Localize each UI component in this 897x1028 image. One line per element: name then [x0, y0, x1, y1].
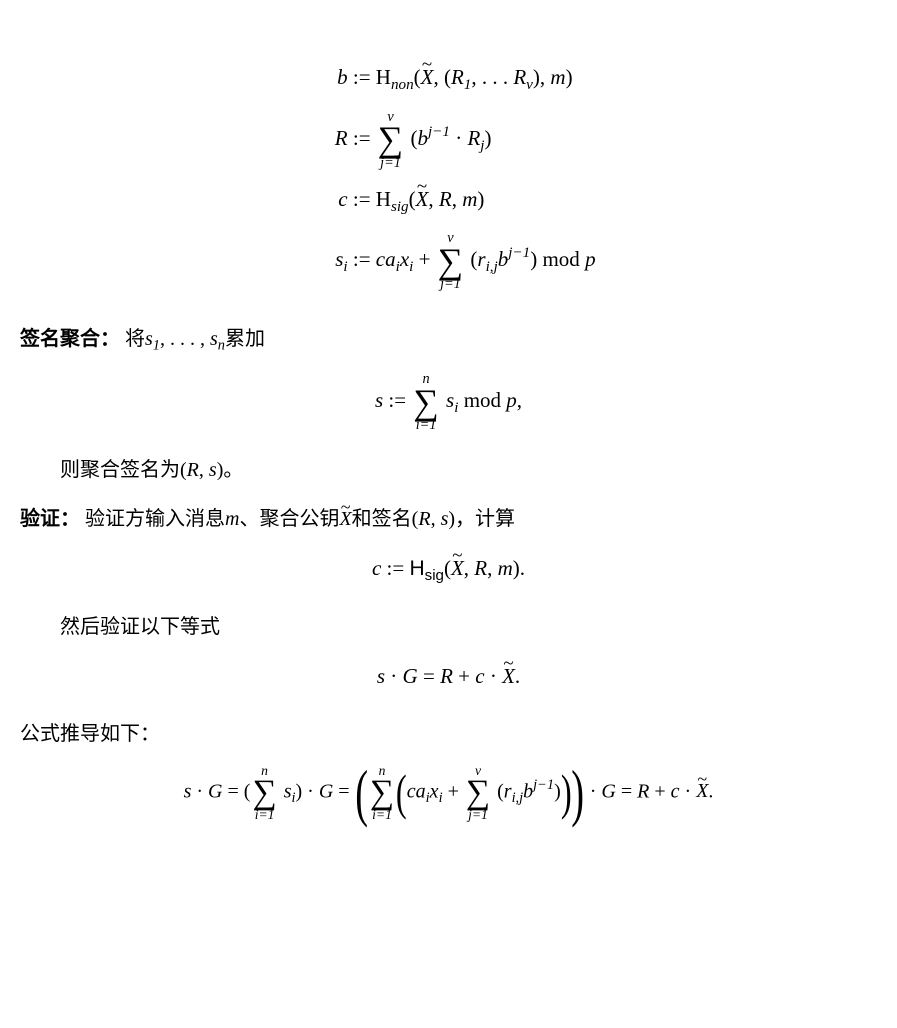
eq-si-def: si := caixi + v∑j=1 (ri,jbj−1) mod p [301, 231, 595, 291]
text: )，计算 [448, 508, 515, 530]
label-verification: 验证： [20, 508, 80, 530]
equation-verify: s · G = R + c · X. [20, 657, 877, 697]
eq-b-def: b := Hnon(X, (R1, . . . Rv), m) [301, 58, 595, 100]
para-derivation: 公式推导如下： [20, 717, 877, 746]
text: 、聚合公钥 [239, 508, 339, 530]
text: 将 [120, 328, 145, 350]
para-verify-then: 然后验证以下等式 [20, 610, 877, 639]
text: )。 [217, 459, 244, 481]
para-verification: 验证： 验证方输入消息m、聚合公钥X和签名(R, s)，计算 [20, 502, 877, 531]
para-agg-result: 则聚合签名为(R, s)。 [20, 453, 877, 482]
equation-block-1: b := Hnon(X, (R1, . . . Rv), m) R := v∑j… [20, 48, 877, 302]
text: 公式推导如下： [20, 723, 160, 745]
label-aggregation: 签名聚合： [20, 328, 120, 350]
equation-derivation: s · G = (n∑i=1 si) · G = (n∑i=1(caixi + … [20, 764, 877, 822]
text: := H [353, 65, 391, 89]
text: 然后验证以下等式 [60, 616, 220, 638]
text: 累加 [225, 328, 265, 350]
eq-R-def: R := v∑j=1 (bj−1 · Rj) [301, 110, 595, 170]
align-group: b := Hnon(X, (R1, . . . Rv), m) R := v∑j… [301, 48, 595, 302]
text: 和签名( [352, 508, 419, 530]
equation-s-sum: s := n∑i=1 si mod p, [20, 372, 877, 432]
text: 则聚合签名为( [60, 459, 187, 481]
para-aggregation: 签名聚合： 将s1, . . . , sn累加 [20, 322, 877, 355]
text: 验证方输入消息 [80, 508, 225, 530]
equation-c-verify: c := Hsig(X, R, m). [20, 549, 877, 591]
eq-c-def: c := Hsig(X, R, m) [301, 180, 595, 222]
